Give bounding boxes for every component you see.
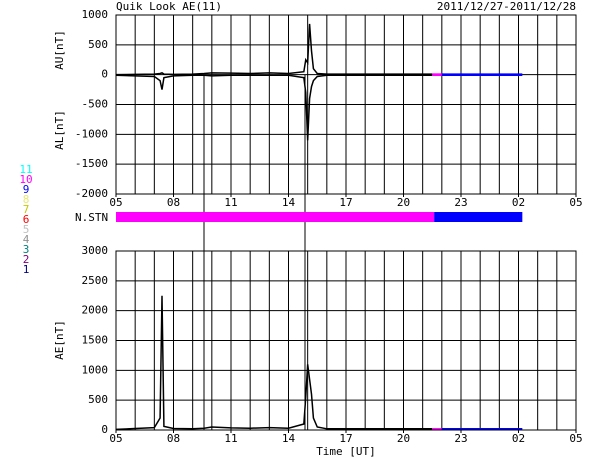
x-tick-label: 23 bbox=[454, 432, 467, 445]
y-tick-label: 500 bbox=[88, 393, 108, 406]
y-tick-label: 2000 bbox=[82, 304, 109, 317]
y-tick-label: 2500 bbox=[82, 274, 109, 287]
x-tick-label: 17 bbox=[339, 196, 352, 209]
y-tick-label: -1000 bbox=[75, 127, 108, 140]
station-legend-label: 1 bbox=[23, 263, 30, 276]
y-tick-label: 3000 bbox=[82, 244, 109, 257]
station-legend-label: 8 bbox=[23, 193, 30, 206]
x-tick-label: 08 bbox=[167, 196, 180, 209]
chart-title: Quik Look AE(11) bbox=[116, 0, 222, 13]
y-tick-label: 0 bbox=[101, 423, 108, 436]
plot-frame bbox=[115, 250, 577, 431]
x-tick-label: 05 bbox=[569, 432, 582, 445]
plot-frame bbox=[115, 14, 577, 195]
data-line bbox=[115, 295, 433, 431]
date-range: 2011/12/27-2011/12/28 bbox=[437, 0, 576, 13]
y-tick-label: 1500 bbox=[82, 334, 109, 347]
y-tick-label: 1000 bbox=[82, 8, 109, 21]
x-tick-label: 11 bbox=[224, 196, 237, 209]
y-tick-label: 1000 bbox=[82, 363, 109, 376]
station-legend-label: 3 bbox=[23, 243, 30, 256]
x-tick-label: 14 bbox=[282, 432, 296, 445]
x-tick-label: 02 bbox=[512, 196, 525, 209]
station-legend-label: 7 bbox=[23, 203, 30, 216]
x-tick-label: 17 bbox=[339, 432, 352, 445]
x-tick-label: 20 bbox=[397, 432, 410, 445]
station-legend-label: 6 bbox=[23, 213, 30, 226]
y-tick-label: 0 bbox=[101, 68, 108, 81]
station-segment bbox=[434, 212, 523, 222]
x-tick-label: 11 bbox=[224, 432, 237, 445]
y-tick-label: -500 bbox=[82, 98, 109, 111]
x-tick-label: 08 bbox=[167, 432, 180, 445]
y-axis-label: AL[nT] bbox=[53, 110, 66, 150]
data-line bbox=[115, 74, 433, 141]
x-tick-label: 23 bbox=[454, 196, 467, 209]
station-legend-label: 10 bbox=[19, 173, 32, 186]
x-tick-label: 05 bbox=[109, 196, 122, 209]
y-tick-label: -1500 bbox=[75, 157, 108, 170]
x-tick-label: 02 bbox=[512, 432, 525, 445]
data-line bbox=[115, 23, 433, 76]
station-legend-label: 2 bbox=[23, 253, 30, 266]
station-legend-label: 11 bbox=[19, 163, 32, 176]
y-tick-label: -2000 bbox=[75, 187, 108, 200]
x-tick-label: 05 bbox=[569, 196, 582, 209]
station-legend-label: 4 bbox=[23, 233, 30, 246]
x-axis-label: Time [UT] bbox=[316, 445, 376, 458]
station-legend-label: 9 bbox=[23, 183, 30, 196]
x-tick-label: 14 bbox=[282, 196, 296, 209]
x-tick-label: 05 bbox=[109, 432, 122, 445]
y-axis-label: AE[nT] bbox=[53, 320, 66, 360]
station-bar-label: N.STN bbox=[75, 211, 108, 224]
station-legend-label: 5 bbox=[23, 223, 30, 236]
x-tick-label: 20 bbox=[397, 196, 410, 209]
station-segment bbox=[116, 212, 435, 222]
y-axis-label: AU[nT] bbox=[53, 30, 66, 70]
y-tick-label: 500 bbox=[88, 38, 108, 51]
